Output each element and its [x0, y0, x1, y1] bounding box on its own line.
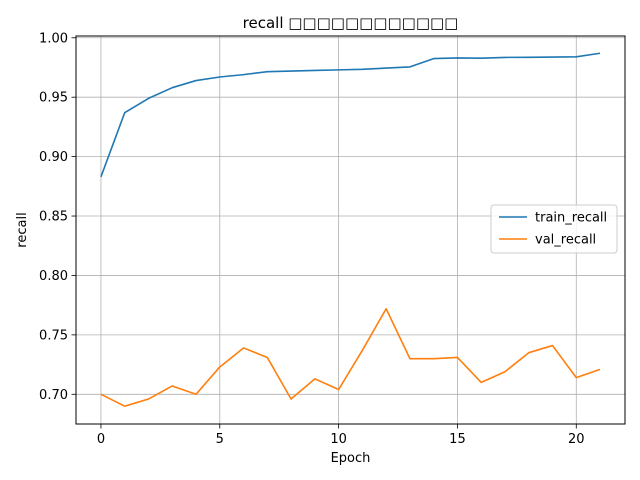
series-line-train-recall — [100, 52, 601, 178]
y-tick-label: 1.00 — [39, 31, 68, 46]
legend-label-train-recall: train_recall — [535, 211, 607, 226]
x-tick-label: 0 — [97, 432, 105, 447]
series-line-val-recall — [100, 307, 601, 407]
x-tick-label: 5 — [216, 432, 224, 447]
legend: train_recall val_recall — [490, 204, 618, 254]
x-tick-label: 10 — [330, 432, 347, 447]
legend-label-val-recall: val_recall — [535, 233, 596, 248]
series-lines — [100, 52, 601, 407]
x-axis-label: Epoch — [331, 451, 371, 466]
y-axis-label: recall — [15, 212, 30, 247]
y-tick-label: 0.70 — [39, 388, 68, 403]
y-axis-ticks: 0.70 0.75 0.80 0.85 0.90 0.95 1.00 — [39, 31, 76, 403]
x-tick-label: 15 — [449, 432, 466, 447]
y-tick-label: 0.80 — [39, 269, 68, 284]
x-tick-label: 20 — [568, 432, 585, 447]
grid-lines — [76, 36, 625, 424]
x-axis-ticks: 0 5 10 15 20 — [97, 424, 585, 447]
y-tick-label: 0.90 — [39, 150, 68, 165]
plot-frame — [75, 35, 626, 425]
y-tick-label: 0.95 — [39, 91, 68, 106]
y-tick-label: 0.85 — [39, 210, 68, 225]
chart-title: recall □□□□□□□□□□□□ — [243, 14, 459, 32]
y-tick-label: 0.75 — [39, 328, 68, 343]
